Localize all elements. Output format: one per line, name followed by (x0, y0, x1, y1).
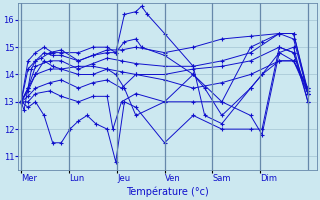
X-axis label: Température (°c): Température (°c) (126, 186, 209, 197)
